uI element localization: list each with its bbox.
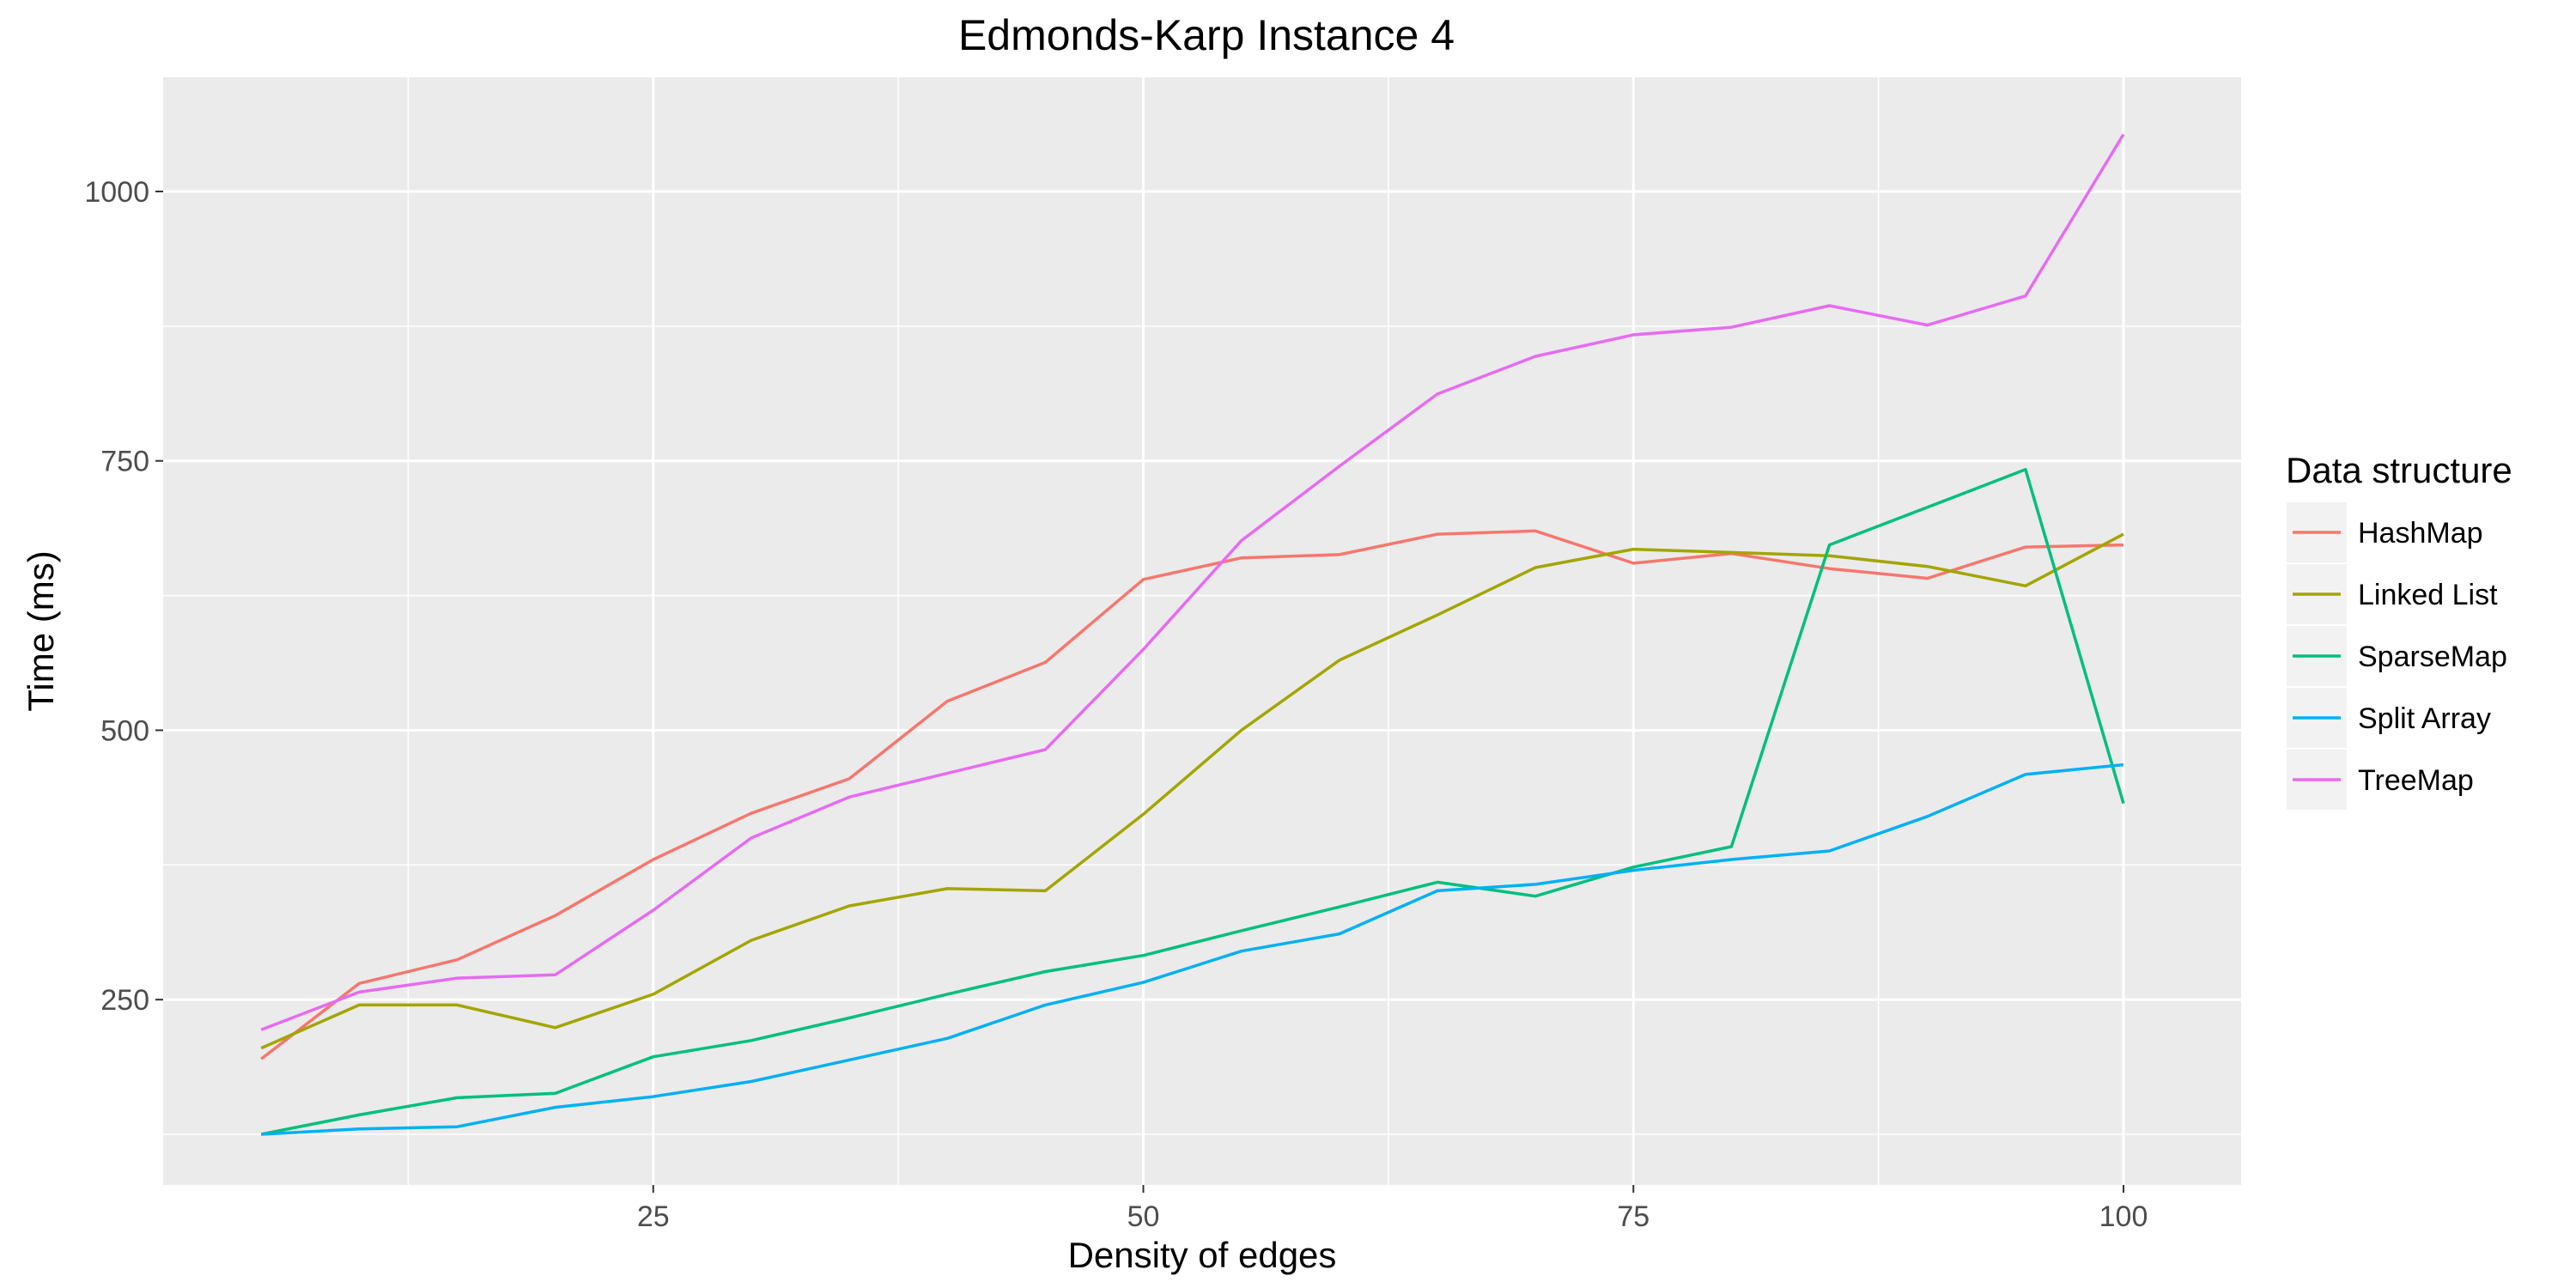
x-tick-label: 50 <box>1127 1200 1160 1233</box>
legend-items: HashMap Linked List SparseMap Split Array Tr… <box>2285 501 2507 811</box>
y-tick-label: 500 <box>100 714 149 747</box>
legend-label-linked-list: Linked List <box>2358 579 2498 611</box>
series-line-linked-list <box>260 532 2124 1050</box>
y-tick-label: 1000 <box>84 176 149 209</box>
x-tick-label: 100 <box>2099 1200 2148 1233</box>
series-line-split-array <box>261 762 2124 1136</box>
series-line-sparsemap <box>260 468 2125 1136</box>
x-tick-label: 25 <box>637 1200 670 1233</box>
plot-panel <box>163 77 2241 1185</box>
x-axis-title: Density of edges <box>1068 1235 1337 1275</box>
legend-label-sparsemap: SparseMap <box>2358 641 2507 673</box>
x-tick-label: 75 <box>1617 1200 1649 1233</box>
legend: Data structure HashMap Linked List SparseM… <box>2285 450 2512 811</box>
major-gridlines <box>163 77 2241 1185</box>
x-axis-ticks: 25 50 75 100 <box>637 1185 2148 1233</box>
y-tick-label: 250 <box>100 984 149 1017</box>
series-lines <box>260 133 2125 1136</box>
legend-label-treemap: TreeMap <box>2358 764 2474 797</box>
minor-gridlines <box>163 77 2241 1185</box>
legend-title: Data structure <box>2286 450 2512 490</box>
series-line-treemap <box>260 133 2125 1031</box>
legend-label-hashmap: HashMap <box>2358 517 2483 550</box>
y-axis-ticks: 250 500 750 1000 <box>84 176 163 1017</box>
legend-label-split-array: Split Array <box>2358 702 2491 735</box>
y-tick-label: 750 <box>100 446 149 478</box>
series-line-hashmap <box>260 529 2124 1060</box>
chart-title: Edmonds-Karp Instance 4 <box>958 11 1455 59</box>
y-axis-title: Time (ms) <box>21 550 61 711</box>
